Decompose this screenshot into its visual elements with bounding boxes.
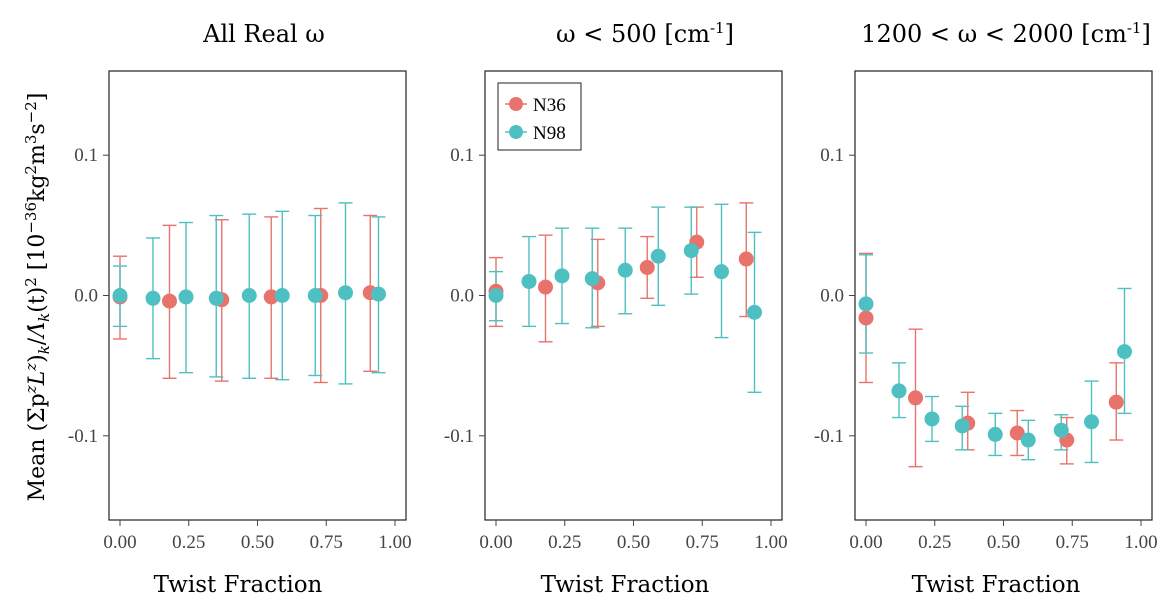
panel-2-n36-point xyxy=(639,259,655,275)
panel-1-x-tick-label: 0.25 xyxy=(172,532,205,553)
panel-3-n98-point xyxy=(954,418,970,434)
panel-3-n98-point xyxy=(1020,432,1036,448)
panel-1-n98-point xyxy=(178,289,194,305)
panel-3-x-axis-label: Twist Fraction xyxy=(912,572,1081,598)
panel-1-x-tick-label: 1.00 xyxy=(378,532,411,553)
panel-3-y-tick-label: 0.0 xyxy=(820,286,844,307)
panel-1-x-tick-label: 0.50 xyxy=(241,532,274,553)
panel-3-x-tick-label: 0.25 xyxy=(918,532,951,553)
panel-3-x-tick-label: 0.50 xyxy=(987,532,1020,553)
panel-2-n98-point xyxy=(554,268,570,284)
panel-2-x-tick-label: 0.25 xyxy=(548,532,581,553)
legend: N36 N98 xyxy=(497,82,582,151)
panel-1-x-axis-label: Twist Fraction xyxy=(154,572,323,598)
panel-2-n98-point xyxy=(584,271,600,287)
panel-1-x-tick-label: 0.75 xyxy=(310,532,343,553)
panel-1-y-tick-label: -0.1 xyxy=(68,426,98,447)
panel-2-n36-point xyxy=(738,251,754,267)
panel-3-x-tick-label: 1.00 xyxy=(1124,532,1157,553)
plots-layer: 0.00 0.25 0.50 0.75 1.00 0.1 0.0 -0.1 0.00 0.25 0.… xyxy=(68,145,1158,553)
panel-2-x-tick-label: 0.75 xyxy=(686,532,719,553)
legend-n36-marker-icon xyxy=(509,97,523,111)
panel-3-x-tick-label: 0.00 xyxy=(849,532,882,553)
panel-2-n98-point xyxy=(488,288,504,303)
panel-1-n98-point xyxy=(241,288,257,303)
panel-2-n36-point xyxy=(538,279,553,295)
legend-n98-label: N98 xyxy=(533,123,566,144)
panel-3-n36-point xyxy=(1108,394,1124,410)
panel-3-n98-point xyxy=(1117,344,1132,360)
panel-1-n36-point xyxy=(162,293,177,309)
panel-1-n98-point xyxy=(338,285,353,301)
panel-3-n98-point xyxy=(891,383,907,399)
panel-2-n98-point xyxy=(747,304,762,320)
panel-2-y-tick-label: 0.1 xyxy=(450,145,474,166)
panel-1-n98-point xyxy=(371,286,386,302)
panel-1-n98-point xyxy=(145,290,161,306)
panel-2-x-axis-label: Twist Fraction xyxy=(541,572,710,598)
legend-n36-label: N36 xyxy=(533,95,566,116)
panel-2-n98-point xyxy=(714,264,729,280)
panel-2-x-tick-label: 0.50 xyxy=(617,532,650,553)
panel-1-n36-point xyxy=(263,289,279,305)
panel-1-title: All Real ω xyxy=(202,20,325,48)
panel-1-n98-point xyxy=(112,288,128,303)
panel-3-n98-point xyxy=(1084,414,1099,430)
panel-1-n98-point xyxy=(307,288,323,303)
panel-2-n98-point xyxy=(521,273,537,289)
panel-3-x-tick-label: 0.75 xyxy=(1056,532,1089,553)
panel-2-x-tick-label: 1.00 xyxy=(754,532,787,553)
panel-2-n98-point xyxy=(683,243,699,259)
panel-2-title: ω < 500 [cm-1] xyxy=(556,19,734,48)
panel-3-n98-point xyxy=(858,296,874,312)
panel-3-n98-point xyxy=(924,411,940,427)
panel-3-n36-point xyxy=(858,310,874,326)
panel-1-n98-point xyxy=(274,288,290,303)
y-axis-label: Mean (ΣpzLz)k/Λ̇k(t)2 [10−36kg2m3s−2] xyxy=(22,93,53,502)
panel-3-title: 1200 < ω < 2000 [cm-1] xyxy=(861,19,1151,48)
panel-1-y-tick-label: 0.1 xyxy=(74,145,98,166)
panel-3-frame xyxy=(854,70,1153,521)
panel-2-y-tick-label: 0.0 xyxy=(450,286,474,307)
panel-3-n98-point xyxy=(987,426,1003,442)
panel-2-n98-point xyxy=(617,262,633,278)
panel-3-n36-point xyxy=(908,390,923,406)
panel-1-n98-point xyxy=(208,290,224,306)
legend-n98-marker-icon xyxy=(509,125,523,139)
panel-1-y-tick-label: 0.0 xyxy=(74,286,98,307)
panel-3-y-tick-label: -0.1 xyxy=(814,426,844,447)
panel-3-n36-point xyxy=(1009,425,1025,441)
panel-2-x-tick-label: 0.00 xyxy=(479,532,512,553)
panel-1-x-tick-label: 0.00 xyxy=(103,532,136,553)
panel-2-y-tick-label: -0.1 xyxy=(444,426,474,447)
panel-3-n98-point xyxy=(1053,422,1069,438)
legend-box xyxy=(497,82,582,151)
panel-2-n98-point xyxy=(650,248,666,264)
panel-3-y-tick-label: 0.1 xyxy=(820,145,844,166)
